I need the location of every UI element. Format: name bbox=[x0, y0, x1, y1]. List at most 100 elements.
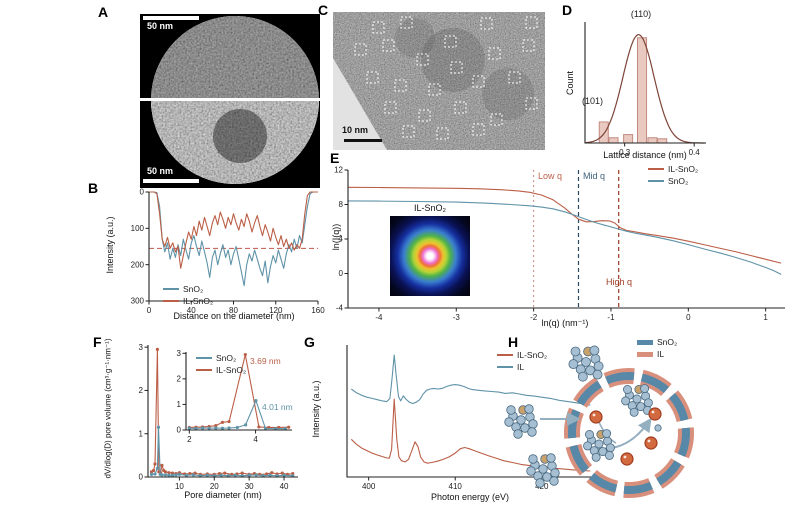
data-point bbox=[223, 471, 227, 475]
ion bbox=[648, 407, 662, 421]
series-IL-SnO₂ bbox=[347, 186, 782, 264]
e-mid-q-label: Mid q bbox=[583, 171, 606, 181]
d-y-axis-label: Count bbox=[565, 70, 575, 96]
shell-segment-sno2 bbox=[640, 373, 670, 394]
data-point bbox=[151, 468, 156, 473]
hollow-sphere-schematic bbox=[504, 345, 695, 499]
legend-item: SnO₂ bbox=[196, 353, 246, 363]
y-tick-label: 3 bbox=[139, 343, 144, 352]
legend-label: IL-SnO₂ bbox=[668, 164, 699, 174]
data-point bbox=[155, 466, 160, 470]
legend-swatch bbox=[163, 288, 179, 290]
ion bbox=[589, 410, 603, 424]
f-blue-peak-label: 4.01 nm bbox=[262, 402, 293, 412]
e-x-axis-label: ln(q) (nm⁻¹) bbox=[541, 318, 589, 328]
panel-letter-b: B bbox=[88, 180, 99, 196]
chart-E: -4 -3 -2 -1 0 1 -4 0 4 8 12 bbox=[334, 166, 785, 322]
x-tick-label: 400 bbox=[362, 482, 376, 491]
data-point bbox=[270, 471, 274, 475]
data-point bbox=[214, 424, 218, 428]
axes bbox=[584, 22, 706, 144]
legend-label: SnO₂ bbox=[216, 353, 237, 363]
histogram-bar bbox=[657, 138, 668, 144]
data-point bbox=[153, 472, 157, 476]
x-tick-label: 30 bbox=[245, 482, 254, 491]
data-point bbox=[220, 426, 225, 430]
x-tick-label: 0 bbox=[147, 306, 152, 315]
shell-segment-sno2 bbox=[576, 380, 602, 406]
panel-letter-e: E bbox=[330, 150, 340, 166]
f-inset-legend: SnO₂ IL-SnO₂ bbox=[196, 353, 246, 375]
tem-image-a bbox=[140, 14, 320, 188]
g-legend: IL-SnO₂ IL bbox=[497, 350, 547, 372]
shell-segment-sno2 bbox=[623, 481, 653, 495]
y-tick-label: 2 bbox=[177, 374, 182, 383]
data-point bbox=[149, 472, 154, 477]
tem-image-c bbox=[333, 12, 545, 150]
legend-item: IL-SnO₂ bbox=[163, 296, 213, 306]
panel-letter-d: D bbox=[562, 2, 573, 18]
data-point bbox=[153, 462, 157, 466]
d-peak-101-label: (101) bbox=[582, 96, 604, 106]
legend-swatch bbox=[648, 180, 664, 182]
legend-label: IL-SnO₂ bbox=[216, 365, 247, 375]
shell-segment-sno2 bbox=[656, 460, 682, 486]
data-point bbox=[287, 425, 291, 429]
shell-segment-sno2 bbox=[668, 392, 689, 422]
x-tick-label: 0.4 bbox=[689, 148, 701, 157]
gaussian-fit-curve bbox=[584, 34, 705, 144]
x-tick-label: 0.3 bbox=[619, 148, 631, 157]
data-point bbox=[207, 426, 211, 430]
scalebar-label-c: 10 nm bbox=[342, 125, 369, 135]
x-tick-label: 20 bbox=[210, 482, 219, 491]
data-point bbox=[282, 473, 286, 477]
d-x-axis-label: Lattice distance (nm) bbox=[603, 150, 687, 160]
ion bbox=[620, 452, 634, 466]
g-x-axis-label: Photon energy (eV) bbox=[430, 492, 510, 502]
data-point bbox=[163, 470, 168, 474]
x-tick-label: 40 bbox=[280, 482, 289, 491]
legend-swatch bbox=[637, 351, 653, 357]
x-tick-label: -3 bbox=[453, 313, 461, 322]
legend-swatch bbox=[163, 300, 179, 302]
e-inset-label: IL-SnO₂ bbox=[413, 203, 446, 213]
x-tick-label: 10 bbox=[175, 482, 184, 491]
series-SnO₂ bbox=[347, 200, 782, 275]
data-point bbox=[177, 472, 181, 477]
data-point bbox=[163, 473, 168, 477]
data-point bbox=[167, 473, 171, 477]
data-point bbox=[205, 473, 209, 477]
x-tick-label: 80 bbox=[229, 306, 238, 315]
legend-item: IL-SnO₂ bbox=[648, 164, 698, 174]
panel-letter-h: H bbox=[508, 334, 519, 350]
series-IL bbox=[350, 354, 591, 406]
histogram-bar bbox=[637, 37, 648, 144]
b-x-axis-label: Distance on the diameter (nm) bbox=[173, 311, 295, 321]
legend-swatch bbox=[648, 168, 664, 170]
data-point bbox=[233, 473, 237, 477]
g-y-axis-label: Intensity (a.u.) bbox=[311, 380, 321, 438]
legend-item: IL bbox=[497, 362, 547, 372]
data-point bbox=[187, 426, 191, 430]
data-point bbox=[155, 347, 159, 351]
data-point bbox=[244, 423, 248, 427]
y-tick-label: 300 bbox=[131, 297, 145, 306]
data-point bbox=[243, 352, 247, 357]
y-tick-label: 0 bbox=[177, 426, 182, 435]
legend-label: IL-SnO₂ bbox=[517, 350, 548, 360]
molecule-cluster bbox=[526, 453, 560, 488]
saxs-pattern-inset bbox=[390, 216, 470, 296]
f-y-axis-label: dV/dlog(D) pore volume (cm³·g⁻¹·nm⁻¹) bbox=[103, 338, 113, 479]
legend-swatch bbox=[497, 366, 513, 368]
legend-item: SnO₂ bbox=[648, 176, 698, 186]
b-y-axis-label: Intensity (a.u.) bbox=[105, 216, 115, 274]
molecule-cluster bbox=[583, 429, 615, 462]
ion bbox=[644, 436, 658, 450]
series-IL-SnO₂ bbox=[149, 191, 318, 269]
shell-segment-sno2 bbox=[588, 472, 618, 493]
y-tick-label: 8 bbox=[339, 200, 344, 209]
legend-label: SnO₂ bbox=[668, 176, 689, 186]
x-tick-label: 410 bbox=[449, 482, 463, 491]
legend-label: IL bbox=[657, 349, 665, 359]
chart-D: 0.3 0.4 bbox=[584, 22, 706, 157]
